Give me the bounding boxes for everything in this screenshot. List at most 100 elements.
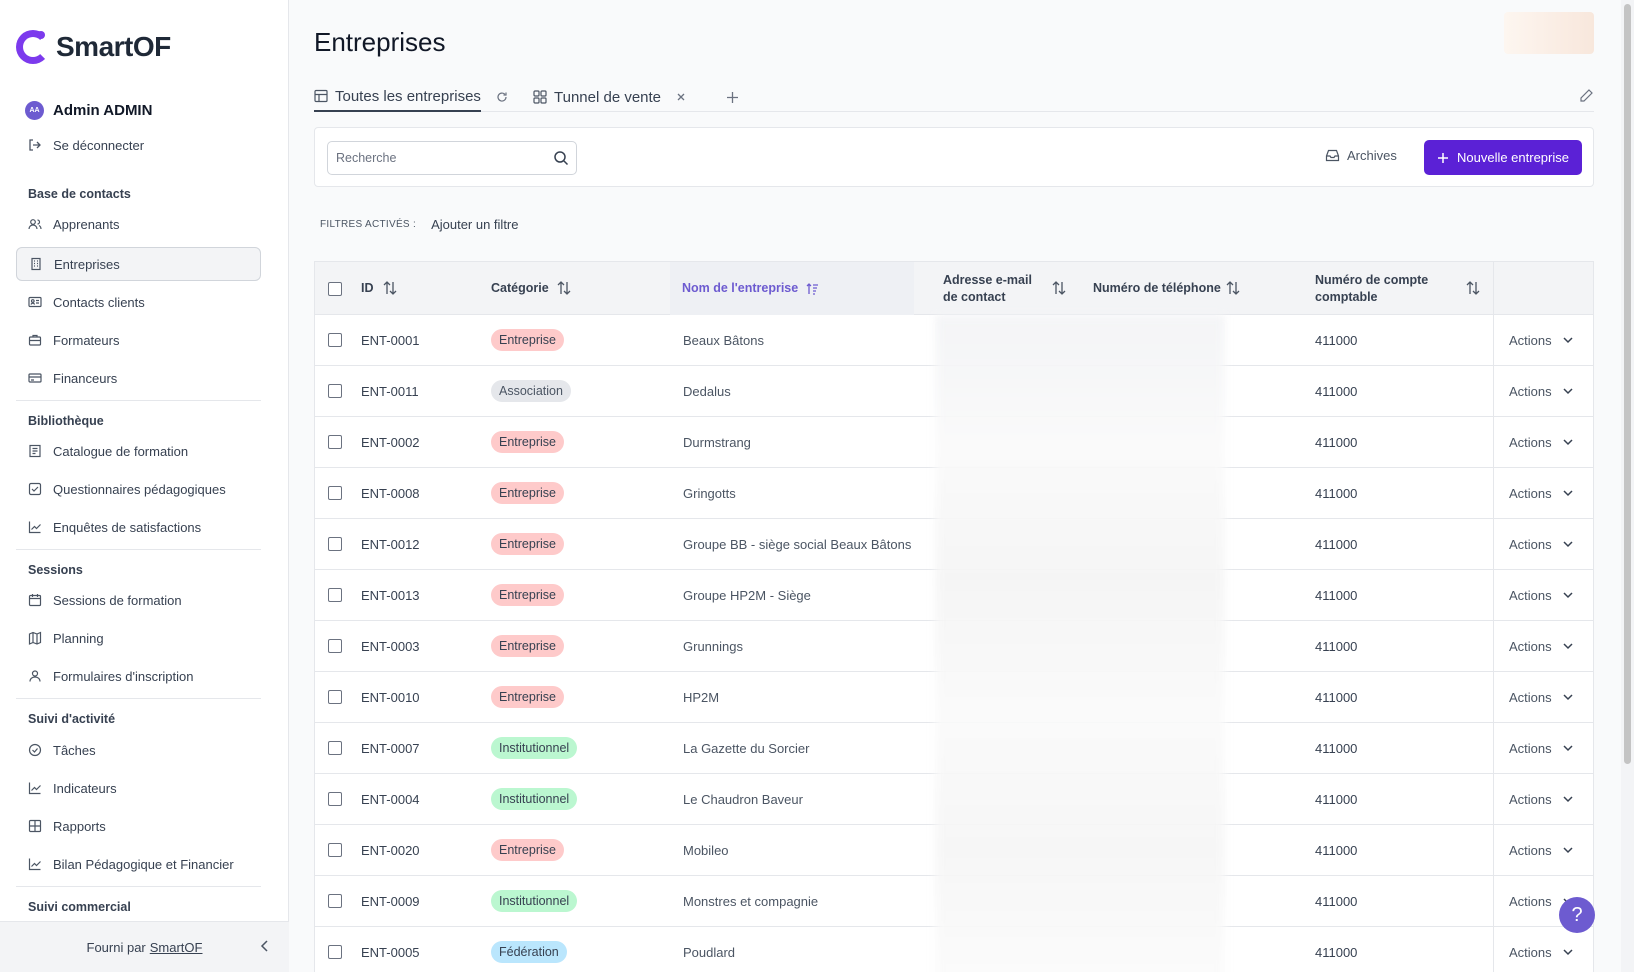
chevron-down-icon [1563, 439, 1573, 446]
sidebar-item-questionnaires[interactable]: Questionnaires pédagogiques [16, 472, 261, 506]
column-id[interactable]: ID [361, 262, 374, 315]
cell-company-name[interactable]: Beaux Bâtons [683, 332, 764, 348]
sort-icon[interactable] [1051, 280, 1067, 296]
sort-icon[interactable] [1465, 280, 1481, 296]
refresh-icon[interactable] [496, 82, 508, 112]
sidebar-item-bilan[interactable]: Bilan Pédagogique et Financier [16, 847, 261, 881]
actions-dropdown[interactable]: Actions [1509, 774, 1574, 824]
row-checkbox[interactable] [328, 333, 342, 347]
sidebar-item-formulaires[interactable]: Formulaires d'inscription [16, 659, 261, 693]
cell-company-name[interactable]: Groupe BB - siège social Beaux Bâtons [683, 536, 912, 552]
cell-company-name[interactable]: HP2M [683, 689, 720, 705]
cell-company-name[interactable]: Dedalus [683, 383, 731, 399]
sidebar-item-contacts-clients[interactable]: Contacts clients [16, 285, 261, 319]
actions-label: Actions [1509, 638, 1552, 654]
row-checkbox[interactable] [328, 945, 342, 959]
row-checkbox[interactable] [328, 894, 342, 908]
cell-company-name[interactable]: Le Chaudron Baveur [683, 791, 803, 807]
row-checkbox[interactable] [328, 435, 342, 449]
tab-sales-funnel[interactable]: Tunnel de vente [533, 82, 661, 112]
cell-account: 411000 [1315, 791, 1358, 807]
column-label: comptable [1315, 289, 1378, 304]
search-input[interactable] [328, 142, 543, 174]
logout-button[interactable]: Se déconnecter [16, 128, 261, 162]
chevron-left-icon[interactable] [257, 938, 273, 954]
row-checkbox[interactable] [328, 486, 342, 500]
sort-icon[interactable] [1225, 280, 1241, 296]
row-checkbox[interactable] [328, 384, 342, 398]
actions-dropdown[interactable]: Actions [1509, 621, 1574, 671]
actions-dropdown[interactable]: Actions [1509, 672, 1574, 722]
user-profile[interactable]: AA Admin ADMIN [25, 101, 152, 120]
sidebar-item-catalogue[interactable]: Catalogue de formation [16, 434, 261, 468]
actions-dropdown[interactable]: Actions [1509, 315, 1574, 365]
sort-icon[interactable] [382, 280, 398, 296]
row-checkbox[interactable] [328, 639, 342, 653]
cell-category: Entreprise [491, 570, 564, 620]
sidebar-item-taches[interactable]: Tâches [16, 733, 261, 767]
close-icon[interactable] [676, 82, 686, 112]
cell-company-name[interactable]: Gringotts [683, 485, 736, 501]
table-row[interactable]: ENT-0020 Entreprise Mobileo 411000 Actions [315, 825, 1593, 876]
column-account[interactable]: Numéro de compte comptable [1315, 262, 1428, 315]
actions-dropdown[interactable]: Actions [1509, 927, 1574, 972]
sidebar-item-formateurs[interactable]: Formateurs [16, 323, 261, 357]
row-checkbox[interactable] [328, 690, 342, 704]
row-checkbox[interactable] [328, 588, 342, 602]
cell-company-name[interactable]: Poudlard [683, 944, 736, 960]
cell-company-name[interactable]: Grunnings [683, 638, 743, 654]
column-phone[interactable]: Numéro de téléphone [1093, 262, 1221, 315]
table-row[interactable]: ENT-0013 Entreprise Groupe HP2M - Siège 411… [315, 570, 1593, 621]
select-all-checkbox[interactable] [328, 281, 342, 296]
actions-label: Actions [1509, 587, 1552, 603]
actions-dropdown[interactable]: Actions [1509, 468, 1574, 518]
add-filter-button[interactable]: Ajouter un filtre [431, 217, 519, 232]
sidebar-item-apprenants[interactable]: Apprenants [16, 207, 261, 241]
category-badge: Entreprise [491, 584, 564, 606]
sidebar-item-planning[interactable]: Planning [16, 621, 261, 655]
footer-link[interactable]: SmartOF [149, 939, 203, 955]
tab-all-companies[interactable]: Toutes les entreprises [314, 82, 481, 112]
cell-company-name[interactable]: La Gazette du Sorcier [683, 740, 810, 756]
kanban-icon [533, 90, 547, 104]
row-checkbox[interactable] [328, 792, 342, 806]
actions-dropdown[interactable]: Actions [1509, 570, 1574, 620]
row-checkbox[interactable] [328, 741, 342, 755]
sidebar-item-enquetes[interactable]: Enquêtes de satisfactions [16, 510, 261, 544]
actions-label: Actions [1509, 332, 1552, 348]
archives-button[interactable]: Archives [1325, 148, 1397, 163]
help-button[interactable]: ? [1559, 897, 1595, 933]
actions-dropdown[interactable]: Actions [1509, 417, 1574, 467]
new-company-button[interactable]: Nouvelle entreprise [1424, 140, 1582, 175]
table-row[interactable]: ENT-0011 Association Dedalus 411000 Actions [315, 366, 1593, 417]
actions-dropdown[interactable]: Actions [1509, 723, 1574, 773]
cell-company-name[interactable]: Groupe HP2M - Siège [683, 587, 811, 603]
column-email[interactable]: Adresse e-mail de contact [943, 262, 1032, 315]
pencil-icon[interactable] [1578, 88, 1594, 104]
actions-dropdown[interactable]: Actions [1509, 366, 1574, 416]
page-scrollbar[interactable] [1621, 0, 1634, 972]
app-logo[interactable]: SmartOF [16, 30, 171, 64]
row-checkbox[interactable] [328, 537, 342, 551]
chevron-down-icon [1563, 592, 1573, 599]
cell-id: ENT-0002 [361, 434, 420, 450]
scrollbar-thumb[interactable] [1624, 4, 1631, 764]
row-checkbox[interactable] [328, 843, 342, 857]
sidebar-item-sessions[interactable]: Sessions de formation [16, 583, 261, 617]
sidebar-item-entreprises[interactable]: Entreprises [16, 247, 261, 281]
actions-dropdown[interactable]: Actions [1509, 825, 1574, 875]
sidebar-item-rapports[interactable]: Rapports [16, 809, 261, 843]
cell-company-name[interactable]: Monstres et compagnie [683, 893, 819, 909]
search-icon[interactable] [553, 150, 569, 166]
sidebar-item-indicateurs[interactable]: Indicateurs [16, 771, 261, 805]
cell-company-name[interactable]: Mobileo [683, 842, 729, 858]
column-company-name[interactable]: Nom de l'entreprise [670, 262, 914, 315]
cell-company-name[interactable]: Durmstrang [683, 434, 751, 450]
table-row[interactable]: ENT-0005 Fédération Poudlard 411000 Actions [315, 927, 1593, 972]
column-category[interactable]: Catégorie [491, 262, 549, 315]
sort-icon[interactable] [556, 280, 572, 296]
add-tab-icon[interactable] [726, 82, 739, 112]
sidebar-item-financeurs[interactable]: Financeurs [16, 361, 261, 395]
sidebar-item-label: Enquêtes de satisfactions [53, 519, 202, 535]
actions-dropdown[interactable]: Actions [1509, 519, 1574, 569]
